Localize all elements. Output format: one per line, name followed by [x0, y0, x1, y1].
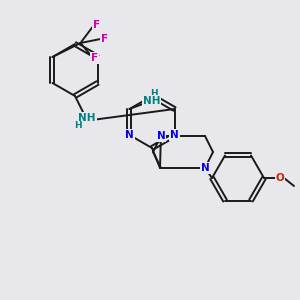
Text: N: N — [157, 131, 165, 141]
Text: NH: NH — [78, 113, 96, 123]
Text: N: N — [125, 130, 134, 140]
Text: N: N — [170, 130, 179, 140]
Text: F: F — [91, 53, 98, 63]
Text: F: F — [93, 20, 100, 30]
Text: O: O — [276, 173, 284, 183]
Text: N: N — [148, 91, 156, 101]
Text: H: H — [74, 122, 82, 130]
Text: H: H — [150, 88, 157, 98]
Text: F: F — [101, 34, 108, 44]
Text: NH: NH — [143, 96, 160, 106]
Text: N: N — [201, 163, 209, 173]
